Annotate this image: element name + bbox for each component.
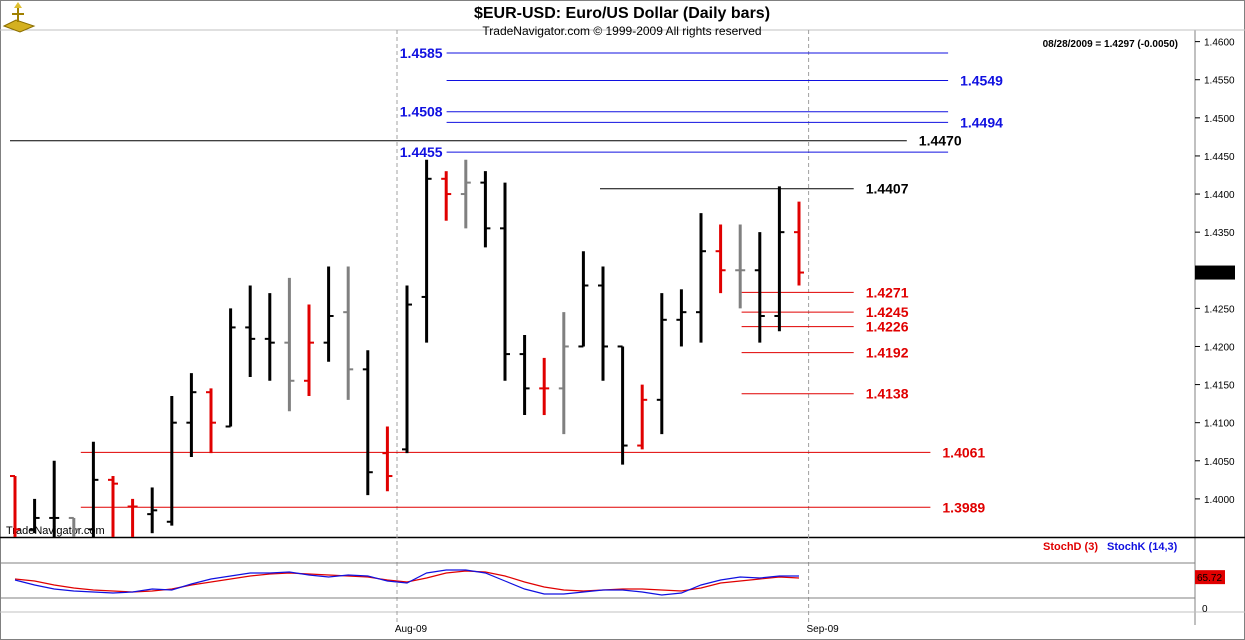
x-tick-label: Sep-09 bbox=[806, 624, 839, 635]
y-tick-label: 1.4000 bbox=[1204, 495, 1235, 506]
level-label: 1.4585 bbox=[400, 45, 443, 61]
chart-title: $EUR-USD: Euro/US Dollar (Daily bars) bbox=[474, 5, 770, 22]
level-label: 1.4245 bbox=[866, 304, 909, 320]
level-label: 1.4061 bbox=[942, 444, 985, 460]
stoch-d-legend: StochD (3) bbox=[1043, 541, 1098, 553]
stoch-k-legend: StochK (14,3) bbox=[1107, 541, 1178, 553]
stoch-zero-label: 0 bbox=[1202, 604, 1208, 615]
level-label: 1.4508 bbox=[400, 104, 443, 120]
y-tick-label: 1.4150 bbox=[1204, 381, 1235, 392]
y-tick-label: 1.4600 bbox=[1204, 38, 1235, 49]
stoch-value-label: 65.72 bbox=[1197, 573, 1222, 584]
stoch-k-line bbox=[14, 569, 799, 596]
level-label: 1.4470 bbox=[919, 133, 962, 149]
chart-subtitle: TradeNavigator.com © 1999-2009 All right… bbox=[482, 24, 761, 38]
stoch-d-line bbox=[14, 570, 800, 593]
gold-logo-icon bbox=[2, 2, 36, 33]
level-label: 1.4271 bbox=[866, 284, 909, 300]
y-tick-label: 1.4200 bbox=[1204, 342, 1235, 353]
y-tick-label: 1.4400 bbox=[1204, 190, 1235, 201]
current-price-tag bbox=[1195, 265, 1235, 280]
level-label: 1.4192 bbox=[866, 345, 909, 361]
y-tick-label: 1.4500 bbox=[1204, 114, 1235, 125]
level-label: 1.4455 bbox=[400, 144, 443, 160]
y-tick-label: 1.4550 bbox=[1204, 76, 1235, 87]
level-label: 1.4494 bbox=[960, 114, 1003, 130]
current-price-label: 1.4297 bbox=[1198, 269, 1229, 280]
y-tick-label: 1.4100 bbox=[1204, 419, 1235, 430]
level-label: 1.3989 bbox=[942, 499, 985, 515]
y-tick-label: 1.4050 bbox=[1204, 457, 1235, 468]
x-tick-label: Aug-09 bbox=[395, 624, 428, 635]
level-label: 1.4407 bbox=[866, 181, 909, 197]
y-tick-label: 1.4250 bbox=[1204, 304, 1235, 315]
level-label: 1.4549 bbox=[960, 72, 1003, 88]
y-tick-label: 1.4350 bbox=[1204, 228, 1235, 239]
stoch-value-tag bbox=[1195, 570, 1225, 585]
level-label: 1.4226 bbox=[866, 319, 909, 335]
last-price-info: 08/28/2009 = 1.4297 (-0.0050) bbox=[1043, 39, 1178, 50]
y-tick-label: 1.4450 bbox=[1204, 152, 1235, 163]
level-label: 1.4138 bbox=[866, 386, 909, 402]
